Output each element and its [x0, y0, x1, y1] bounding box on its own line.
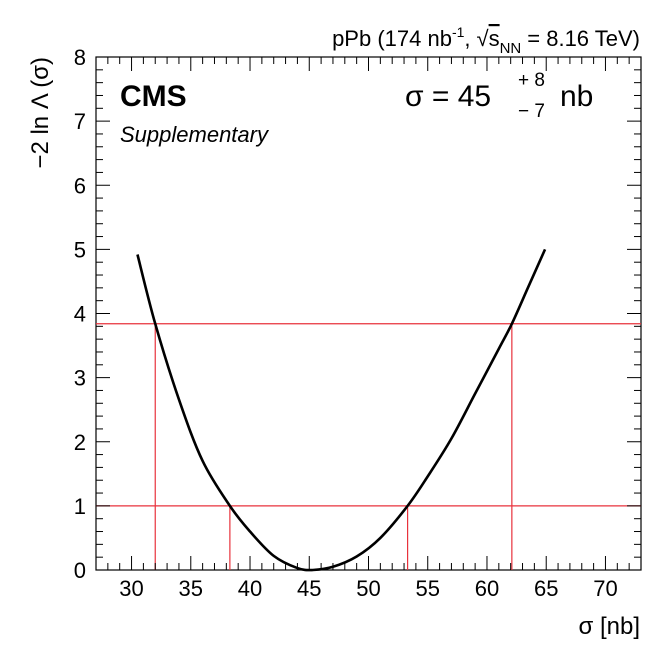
y-tick-label-6: 6	[74, 173, 86, 198]
result-minus: − 7	[518, 101, 545, 122]
svg-text:pPb (174 nb-1,√sNN= 8.16 TeV): pPb (174 nb-1, √sNN = 8.16 TeV)	[332, 24, 640, 57]
x-tick-label-65: 65	[534, 576, 558, 601]
lumi-exponent: -1	[452, 24, 465, 40]
energy-value: = 8.16 TeV)	[527, 26, 640, 51]
x-tick-label-35: 35	[179, 576, 203, 601]
lumi-prefix: pPb (174 nb	[332, 26, 452, 51]
y-tick-label-3: 3	[74, 366, 86, 391]
x-axis-title: σ [nb]	[578, 613, 640, 640]
result-unit: nb	[560, 80, 593, 113]
lumi-energy-label: pPb (174 nb-1, √sNN = 8.16 TeV)	[332, 24, 640, 57]
energy-subscript: NN	[500, 40, 522, 57]
y-tick-label-2: 2	[74, 430, 86, 455]
x-tick-label-45: 45	[297, 576, 321, 601]
y-tick-label-8: 8	[74, 45, 86, 70]
y-tick-label-7: 7	[74, 109, 86, 134]
result-main: σ = 45	[405, 80, 491, 113]
likelihood-curve-0	[136, 248, 547, 572]
x-tick-label-55: 55	[415, 576, 439, 601]
y-tick-label-4: 4	[74, 302, 86, 327]
experiment-label: CMS	[120, 80, 187, 113]
sqrt-sign: √	[477, 26, 490, 51]
y-tick-label-5: 5	[74, 237, 86, 262]
qualifier-label: Supplementary	[120, 122, 270, 147]
x-tick-label-50: 50	[356, 576, 380, 601]
x-tick-label-60: 60	[475, 576, 499, 601]
y-axis-title: −2 ln Λ (σ)	[27, 57, 54, 169]
lumi-separator: ,	[464, 26, 470, 51]
x-tick-label-70: 70	[593, 576, 617, 601]
data-series	[136, 248, 547, 572]
y-tick-label-1: 1	[74, 494, 86, 519]
axis-ticks	[95, 56, 642, 571]
x-tick-label-40: 40	[238, 576, 262, 601]
energy-symbol: s	[489, 26, 500, 51]
x-tick-label-30: 30	[119, 576, 143, 601]
y-tick-label-0: 0	[74, 558, 86, 583]
reference-lines	[96, 323, 641, 570]
result-plus: + 8	[518, 70, 545, 91]
result-label: σ = 45 + 8 − 7 nb	[405, 70, 593, 122]
